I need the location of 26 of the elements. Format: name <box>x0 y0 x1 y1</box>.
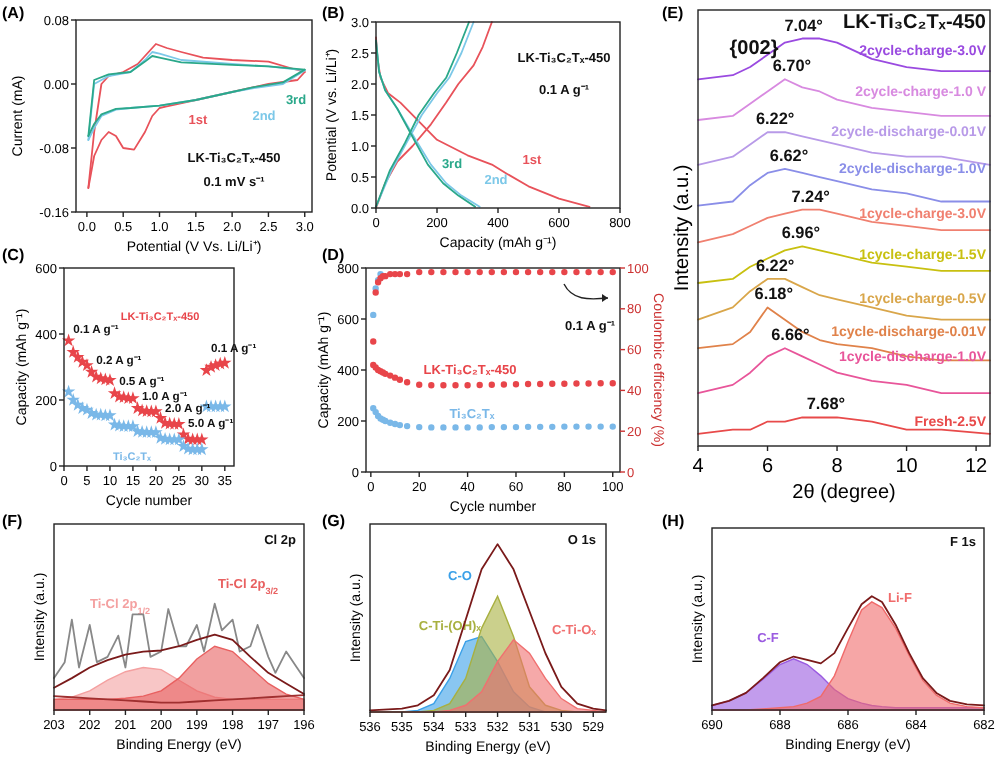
annotation: 7.04° <box>784 16 823 35</box>
annotation: 7.68° <box>806 395 846 414</box>
annotation: 7.24° <box>791 187 830 206</box>
text: LK-Ti₃C₂Tₓ-450 <box>843 12 987 34</box>
chart-title: (D) <box>322 246 345 264</box>
annotation: 6.66° <box>771 326 810 345</box>
chart-title: (G) <box>322 512 346 530</box>
x-tick-label: 10 <box>895 456 919 478</box>
chart-title: (B) <box>322 4 345 22</box>
x-tick-label: 6 <box>761 456 774 478</box>
annotation: 6.62° <box>769 146 809 165</box>
chart-title: (H) <box>662 512 685 530</box>
annotation: 6.22° <box>755 256 795 275</box>
chart-title: (E) <box>662 4 684 22</box>
chart-title: (C) <box>2 246 25 264</box>
annotation: 6.18° <box>754 285 793 304</box>
annotation: 6.70° <box>772 57 812 76</box>
chart-title: (F) <box>2 512 24 530</box>
x-tick-label: 8 <box>831 456 844 478</box>
y-axis-title: Intensity (a.u.) <box>672 164 694 292</box>
x-tick-label: 4 <box>692 456 705 478</box>
annotation: 6.22° <box>755 110 795 129</box>
annotation: 6.96° <box>781 224 821 243</box>
x-axis-title: 2θ (degree) <box>792 482 896 504</box>
x-tick-label: 12 <box>964 456 989 478</box>
chart-title: (A) <box>2 4 25 22</box>
